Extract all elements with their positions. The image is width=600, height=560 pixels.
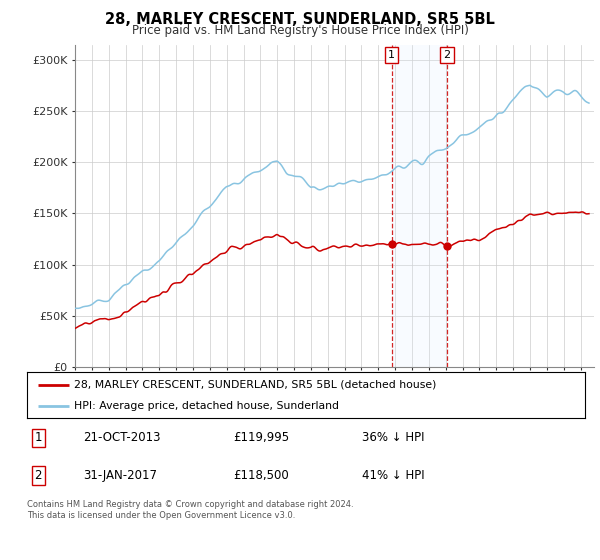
Text: £119,995: £119,995 [233, 431, 290, 444]
Text: 28, MARLEY CRESCENT, SUNDERLAND, SR5 5BL (detached house): 28, MARLEY CRESCENT, SUNDERLAND, SR5 5BL… [74, 380, 437, 390]
Text: Contains HM Land Registry data © Crown copyright and database right 2024.
This d: Contains HM Land Registry data © Crown c… [27, 500, 353, 520]
Text: Price paid vs. HM Land Registry's House Price Index (HPI): Price paid vs. HM Land Registry's House … [131, 24, 469, 37]
Text: £118,500: £118,500 [233, 469, 289, 482]
Text: 28, MARLEY CRESCENT, SUNDERLAND, SR5 5BL: 28, MARLEY CRESCENT, SUNDERLAND, SR5 5BL [105, 12, 495, 27]
Text: 21-OCT-2013: 21-OCT-2013 [83, 431, 160, 444]
Text: 36% ↓ HPI: 36% ↓ HPI [362, 431, 424, 444]
Text: 1: 1 [34, 431, 42, 444]
Text: 2: 2 [443, 50, 451, 60]
Text: 31-JAN-2017: 31-JAN-2017 [83, 469, 157, 482]
Bar [392, 45, 447, 367]
Text: HPI: Average price, detached house, Sunderland: HPI: Average price, detached house, Sund… [74, 401, 340, 411]
Text: 41% ↓ HPI: 41% ↓ HPI [362, 469, 424, 482]
Text: 1: 1 [388, 50, 395, 60]
Text: 2: 2 [34, 469, 42, 482]
